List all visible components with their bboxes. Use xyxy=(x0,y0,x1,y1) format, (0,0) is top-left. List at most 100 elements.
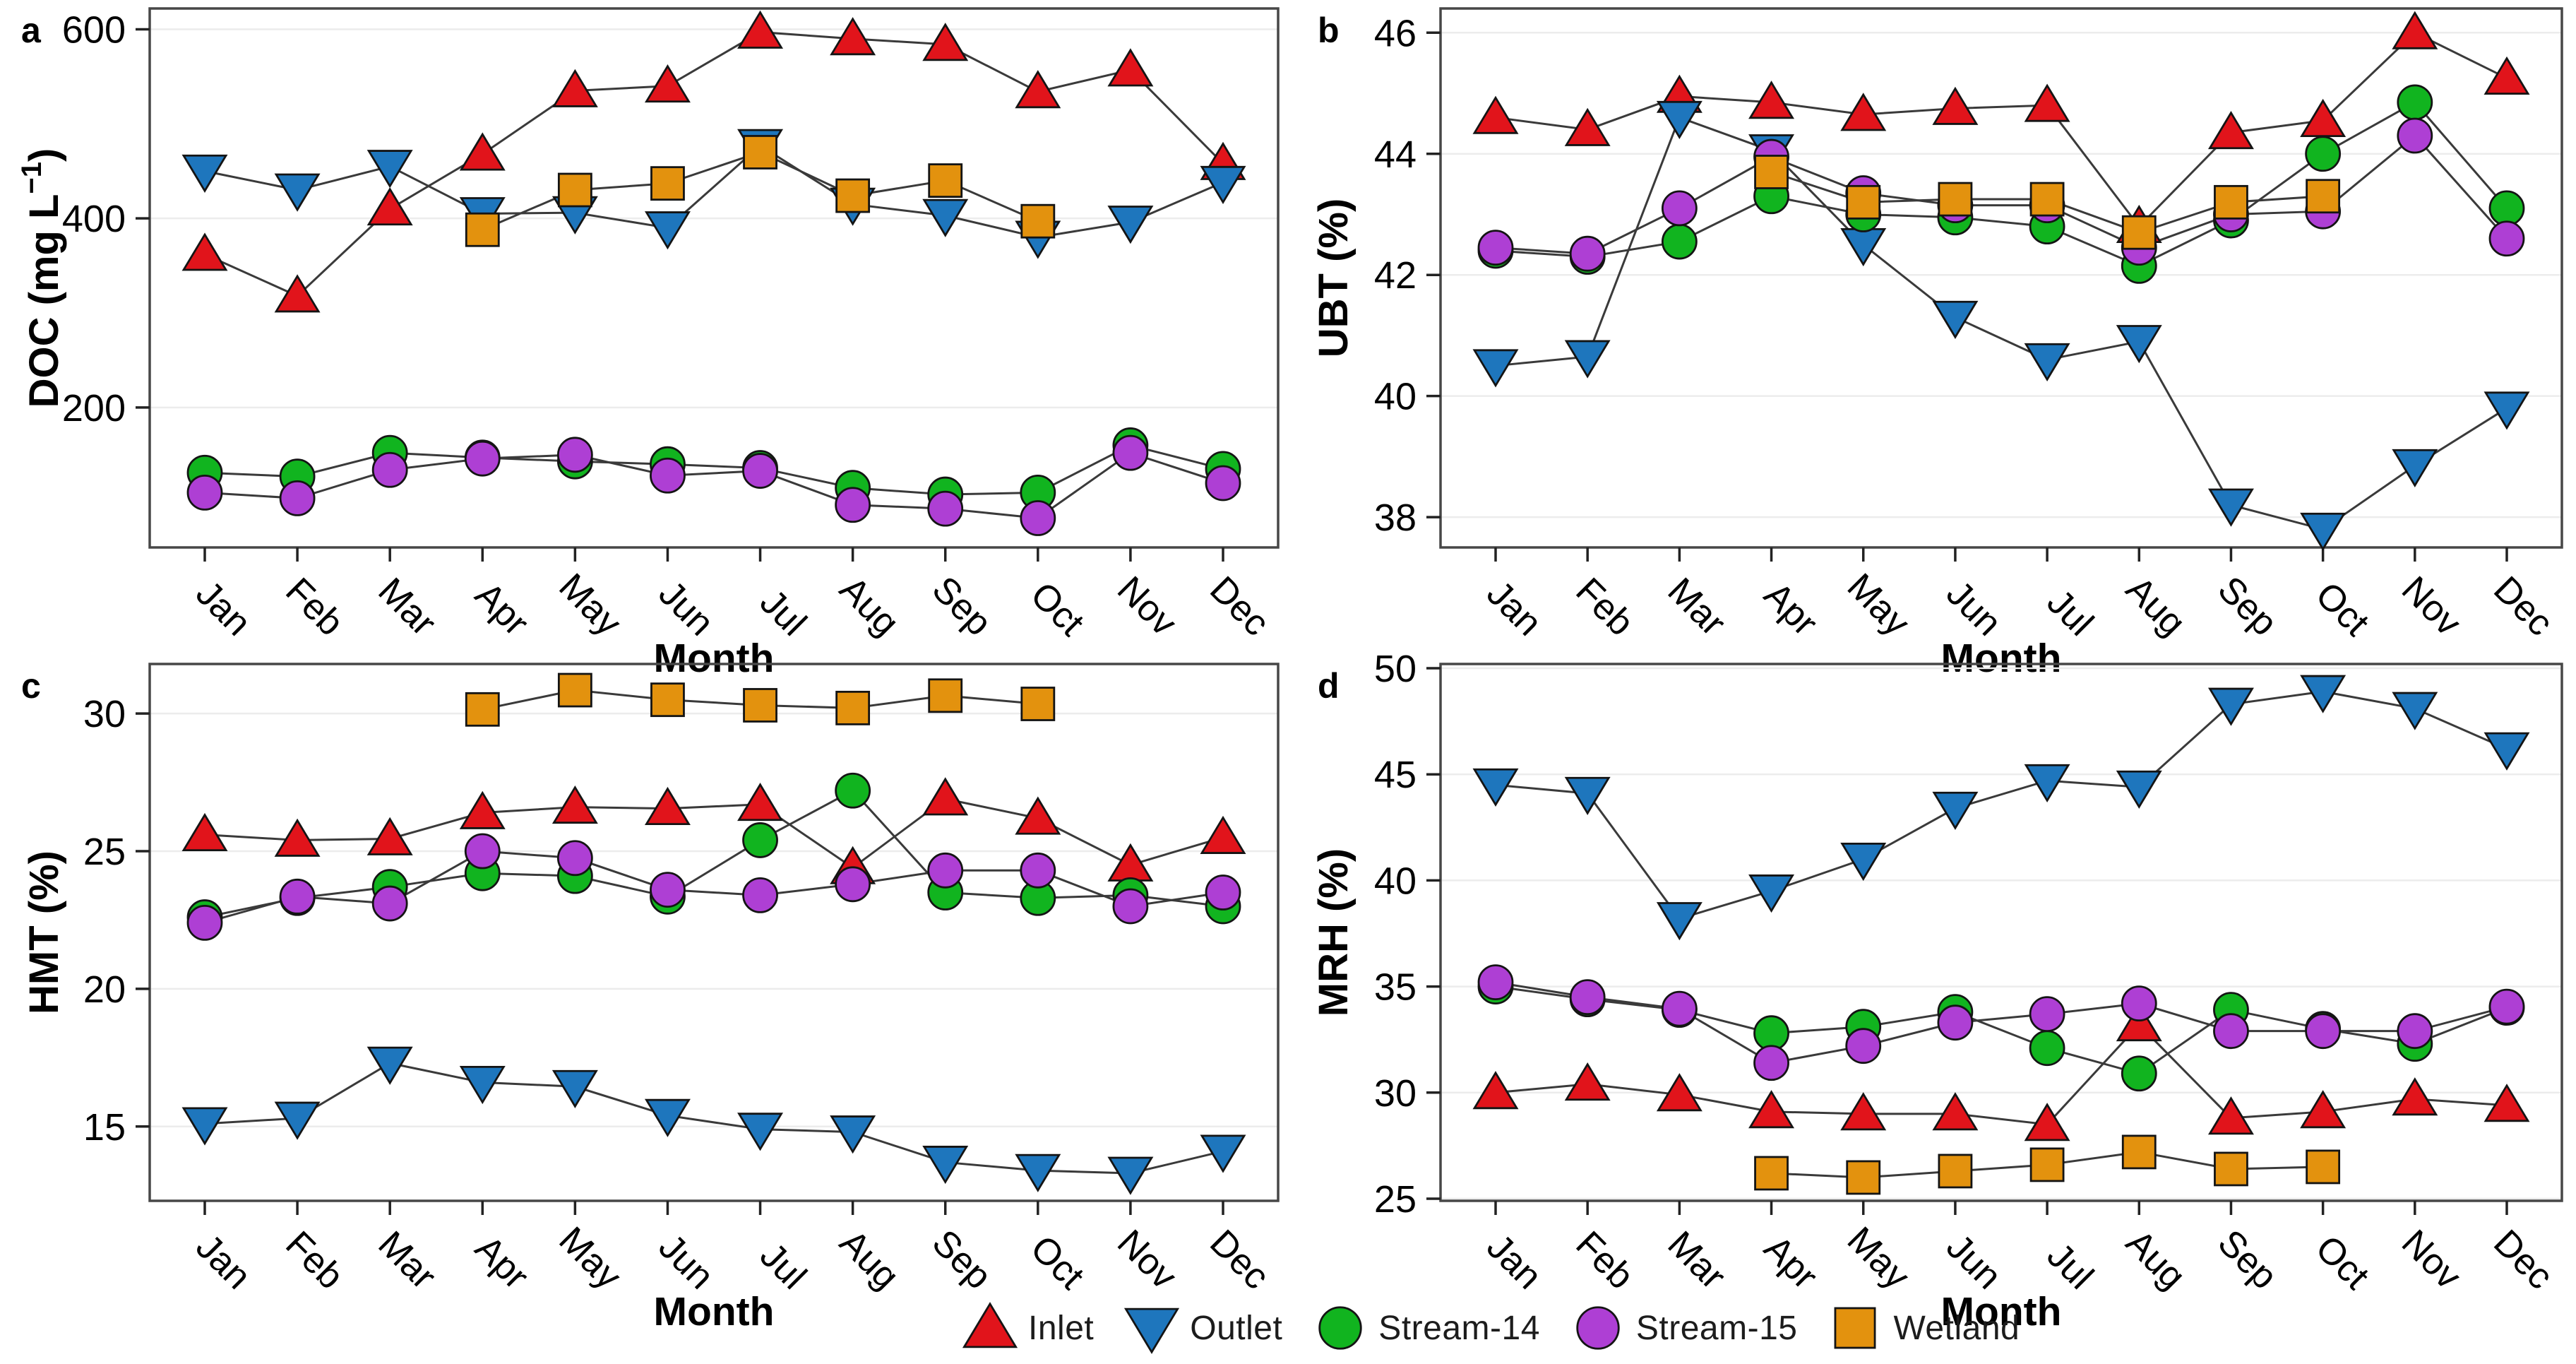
x-tick-label-group: Jan xyxy=(188,1226,258,1297)
x-tick-label-group: Dec xyxy=(2486,569,2560,644)
circle-marker xyxy=(650,872,686,908)
x-tick-label: Mar xyxy=(370,1223,443,1297)
square-marker xyxy=(2214,184,2248,220)
panel-letter-a: a xyxy=(21,11,42,50)
square-marker xyxy=(2306,179,2341,214)
x-tick-label: Sep xyxy=(924,1222,999,1297)
square-marker xyxy=(1846,1160,1881,1195)
circle-marker xyxy=(835,866,871,903)
x-tick-label-group: Nov xyxy=(1109,569,1184,644)
circle-marker xyxy=(1477,230,1514,266)
triangle-up-marker xyxy=(1015,70,1061,109)
triangle-down-marker xyxy=(1200,1134,1246,1173)
circle-marker xyxy=(1569,979,1606,1016)
triangle-down-marker xyxy=(830,1115,876,1154)
x-tick-label-group: Apr xyxy=(467,1228,537,1297)
circle-marker xyxy=(2305,1013,2342,1050)
series-markers-Stream-15 xyxy=(1477,964,2525,1081)
circle-marker xyxy=(556,840,593,877)
circle-marker xyxy=(1753,1045,1789,1081)
legend-item-outlet: Outlet xyxy=(1123,1298,1282,1358)
x-tick-label-group: Jun xyxy=(1938,573,2009,644)
triangle-up-marker xyxy=(2116,1002,2162,1042)
y-tick-label: 40 xyxy=(1374,860,1417,902)
triangle-down-marker xyxy=(1932,791,1979,830)
x-tick-label-group: Oct xyxy=(2308,1228,2378,1298)
triangle-down-marker xyxy=(2116,325,2162,364)
triangle-down-marker xyxy=(181,154,228,193)
triangle-down-marker xyxy=(644,211,691,250)
series-markers-Wetland xyxy=(465,672,1056,727)
circle-marker xyxy=(2121,1055,2157,1092)
series-markers-Outlet xyxy=(1472,100,2530,552)
panel-letter-c: c xyxy=(21,666,41,706)
circle-marker xyxy=(186,904,223,941)
y-tick-label: 600 xyxy=(62,8,126,51)
series-line-Stream-15 xyxy=(204,451,1224,520)
triangle-down-marker xyxy=(922,198,969,237)
series-line-Stream-15 xyxy=(204,850,1224,924)
series-markers-Wetland xyxy=(1754,155,2341,250)
triangle-down-marker xyxy=(366,150,413,189)
series-markers-Inlet xyxy=(1472,1002,2530,1141)
panel-letter-b: b xyxy=(1318,11,1340,50)
x-tick-label-group: Sep xyxy=(924,1222,999,1297)
triangle-down-icon xyxy=(1124,1307,1180,1354)
square-marker xyxy=(2306,1149,2341,1185)
y-tick-label: 200 xyxy=(62,387,126,429)
triangle-up-marker xyxy=(551,69,598,107)
square-marker xyxy=(1938,182,1973,217)
circle-marker xyxy=(1569,235,1606,272)
triangle-down-marker xyxy=(922,1146,969,1185)
triangle-down-marker xyxy=(1124,1307,1180,1354)
circle-marker xyxy=(742,453,778,489)
circle-marker xyxy=(742,822,778,858)
circle-marker xyxy=(835,772,871,809)
square-marker xyxy=(557,672,592,708)
triangle-up-marker xyxy=(366,817,413,855)
triangle-up-marker xyxy=(2024,83,2070,122)
triangle-down-marker xyxy=(1840,842,1887,882)
x-tick-label: Oct xyxy=(2308,1228,2378,1298)
chart-legend: Inlet Outlet Stream-14 Stream-15 Wetland xyxy=(962,1294,2020,1362)
triangle-up-marker xyxy=(1200,815,1246,854)
square-marker xyxy=(2121,215,2157,250)
circle-marker xyxy=(650,457,686,494)
triangle-up-marker xyxy=(181,812,228,852)
triangle-up-marker xyxy=(274,274,321,313)
square-marker xyxy=(465,212,500,247)
x-tick-label-group: Feb xyxy=(1568,570,1641,644)
legend-item-wetland: Wetland xyxy=(1827,1298,2020,1358)
x-tick-label: Nov xyxy=(1109,569,1184,644)
series-markers-Outlet xyxy=(181,1046,1246,1195)
legend-item-stream-15: Stream-15 xyxy=(1570,1298,1798,1358)
x-tick-label-group: Jul xyxy=(2039,581,2101,644)
x-tick-label: Jan xyxy=(1479,1226,1549,1297)
triangle-down-marker xyxy=(2024,343,2070,381)
triangle-down-marker xyxy=(2207,687,2254,726)
x-tick-label: Nov xyxy=(2394,569,2469,644)
x-tick-label-group: Aug xyxy=(832,569,907,644)
circle-marker xyxy=(186,474,223,511)
circle-marker xyxy=(1020,852,1056,889)
series-markers-Outlet xyxy=(181,129,1246,259)
circle-icon xyxy=(1318,1306,1362,1350)
x-tick-label-group: Dec xyxy=(2486,1222,2560,1297)
triangle-down-marker xyxy=(551,1069,598,1108)
x-tick-label-group: Jun xyxy=(651,573,722,644)
triangle-down-marker xyxy=(2483,391,2530,430)
x-tick-label-group: Feb xyxy=(278,570,351,644)
triangle-up-marker xyxy=(1748,1090,1795,1129)
circle-marker xyxy=(1937,1004,1974,1041)
x-tick-label-group: Dec xyxy=(1202,1222,1277,1297)
x-tick-label-group: Jun xyxy=(651,1226,722,1297)
circle-marker xyxy=(1205,874,1241,911)
x-tick-label-group: Sep xyxy=(2210,1222,2285,1297)
x-tick-label-group: Sep xyxy=(2210,569,2285,644)
square-marker xyxy=(1938,1154,1973,1189)
triangle-up-marker xyxy=(459,132,506,171)
circle-marker xyxy=(2213,1013,2249,1050)
legend-item-stream-14: Stream-14 xyxy=(1312,1298,1540,1358)
x-tick-label: Aug xyxy=(2118,569,2193,644)
x-tick-label-group: Oct xyxy=(1022,574,1092,644)
